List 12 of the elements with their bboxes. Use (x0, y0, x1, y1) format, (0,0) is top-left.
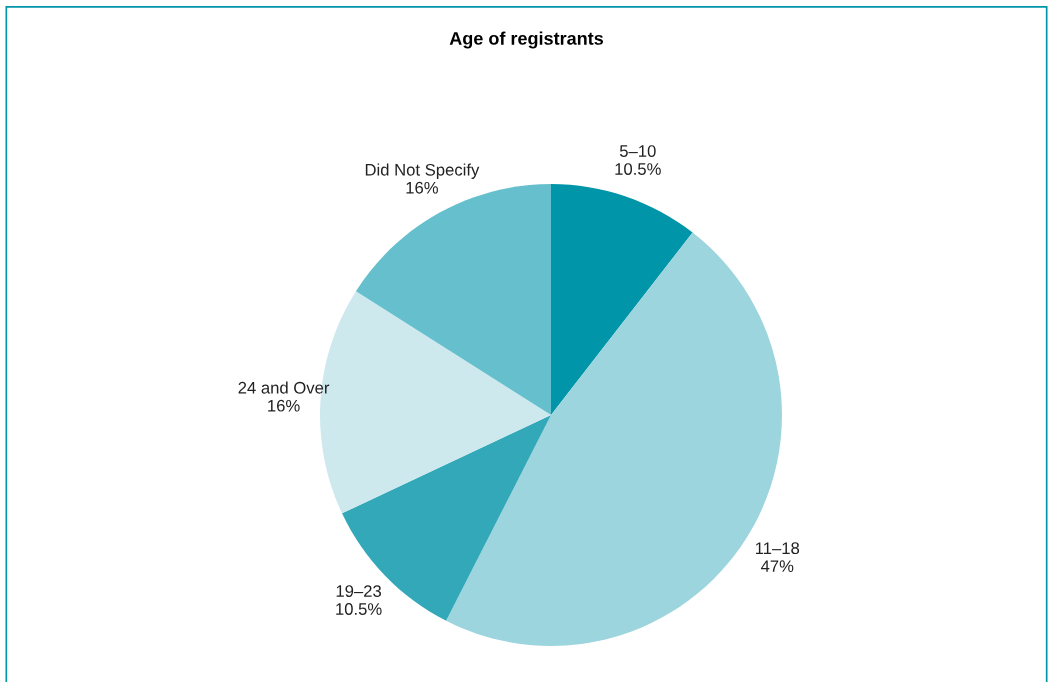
pie-slice (551, 184, 693, 415)
data-label: 47% (760, 560, 794, 572)
slice-label: Did Not Specify (365, 163, 480, 179)
slice-label: 11–18 (755, 542, 800, 555)
slice-label: 5–10 (619, 145, 656, 157)
data-label: 16% (268, 399, 300, 412)
chart-title: Age of registrants (449, 31, 604, 49)
slice-label: 19–23 (336, 585, 382, 597)
data-label: 16% (406, 181, 438, 194)
slice-label: 24 and Over (238, 381, 330, 394)
data-label: 10.5% (336, 603, 382, 615)
data-label: 10.5% (615, 163, 661, 175)
